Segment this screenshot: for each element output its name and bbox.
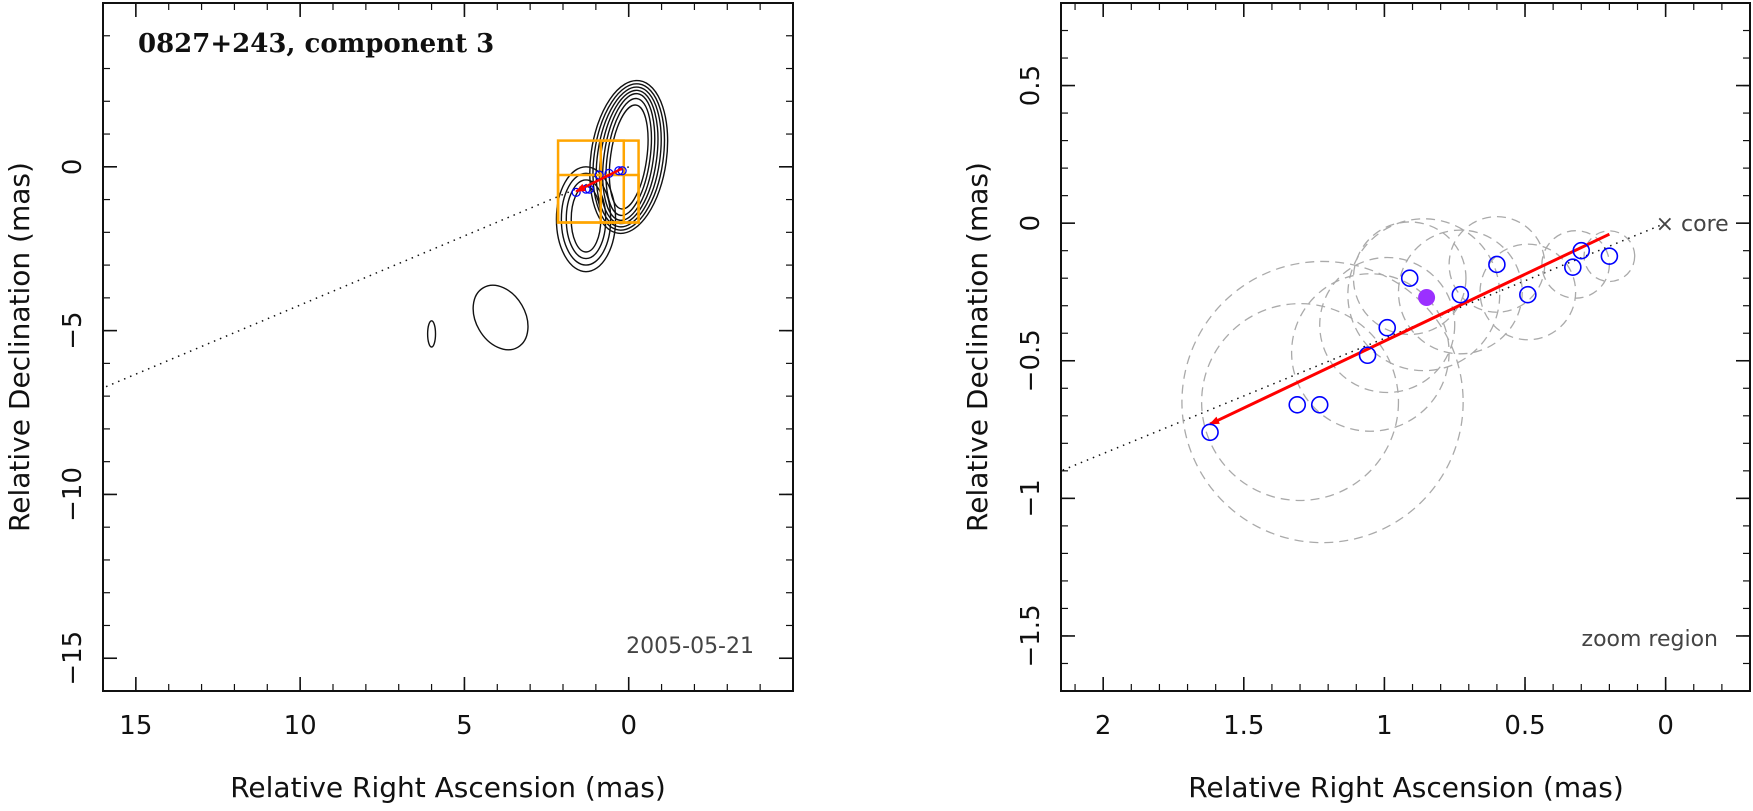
contour-core bbox=[592, 83, 666, 231]
uncertainty-circle bbox=[1347, 218, 1501, 372]
left-y-axis-label: Relative Declination (mas) bbox=[3, 162, 36, 532]
component-point bbox=[1378, 318, 1397, 337]
core-label: × core bbox=[1656, 212, 1729, 237]
component-point bbox=[1400, 269, 1419, 288]
y-tick-label: −0.5 bbox=[1016, 329, 1046, 392]
contour-core bbox=[605, 97, 653, 217]
right-y-ticks: 0.5 0 −0.5 −1 −1.5 bbox=[1016, 2, 1750, 692]
x-tick-label: 5 bbox=[456, 711, 473, 741]
trajectory-line bbox=[103, 166, 630, 389]
y-tick-label: −1.5 bbox=[1016, 604, 1046, 667]
trajectory-dotted-line bbox=[1061, 222, 1666, 472]
component-point bbox=[1572, 241, 1591, 260]
uncertainty-circle bbox=[1319, 256, 1456, 394]
y-tick-label: −5 bbox=[58, 311, 88, 349]
left-y-ticks: 0 −5 −10 −15 bbox=[58, 2, 793, 692]
highlight-point-group bbox=[1418, 288, 1436, 306]
right-plot-content bbox=[1061, 215, 1666, 544]
uncertainty-circle bbox=[1352, 221, 1467, 336]
contour-extension bbox=[555, 166, 617, 273]
uncertainty-circle bbox=[1479, 243, 1577, 341]
component-point bbox=[1600, 247, 1619, 265]
component-point bbox=[1451, 285, 1470, 304]
highlight-point bbox=[1418, 288, 1436, 306]
uncertainty-circle bbox=[1181, 260, 1464, 544]
zoom-box-group bbox=[556, 139, 640, 224]
component-point bbox=[1358, 346, 1377, 365]
x-tick-label: 15 bbox=[119, 711, 152, 741]
contour-extension bbox=[560, 172, 612, 266]
y-tick-label: −10 bbox=[58, 467, 88, 522]
zoom-box bbox=[556, 173, 640, 224]
x-tick-label: 10 bbox=[284, 711, 317, 741]
right-zoom-note: zoom region bbox=[1582, 627, 1718, 652]
x-tick-label: 0 bbox=[1657, 711, 1674, 741]
contour-core bbox=[589, 79, 669, 235]
right-y-axis-label: Relative Declination (mas) bbox=[961, 162, 994, 532]
y-tick-label: −15 bbox=[58, 631, 88, 686]
left-epoch-label: 2005-05-21 bbox=[626, 634, 754, 659]
uncertainty-circle bbox=[1583, 230, 1636, 283]
left-plot-content bbox=[103, 79, 669, 389]
component-point bbox=[1564, 258, 1582, 276]
contour-core bbox=[608, 104, 649, 210]
y-tick-label: −1 bbox=[1016, 479, 1046, 517]
motion-arrow-line bbox=[1209, 232, 1611, 426]
contour-core bbox=[595, 86, 662, 228]
right-panel: 2 1.5 1 0.5 0 0.5 0 −0.5 −1 −1.5 × core zoom reg… bbox=[961, 2, 1751, 804]
motion-arrow bbox=[575, 167, 623, 193]
component-point bbox=[1519, 285, 1537, 304]
component-point bbox=[1288, 395, 1307, 414]
left-title: 0827+243, component 3 bbox=[138, 29, 494, 59]
contour-core bbox=[602, 92, 656, 222]
contour-extension bbox=[565, 179, 607, 260]
motion-arrow-line bbox=[575, 167, 623, 193]
left-x-axis-label: Relative Right Ascension (mas) bbox=[230, 771, 666, 804]
x-tick-label: 0.5 bbox=[1504, 711, 1545, 741]
x-tick-label: 1.5 bbox=[1223, 711, 1264, 741]
left-panel: 15 10 5 0 0 −5 −10 −15 0827+243, component 3 2… bbox=[3, 2, 794, 804]
component-point bbox=[1488, 255, 1506, 274]
right-plot-frame bbox=[1060, 2, 1751, 692]
y-tick-label: 0.5 bbox=[1016, 65, 1046, 106]
x-tick-label: 1 bbox=[1376, 711, 1393, 741]
component-point bbox=[1310, 395, 1329, 414]
contour-blob-outer bbox=[472, 284, 529, 351]
right-x-ticks: 2 1.5 1 0.5 0 bbox=[1074, 3, 1723, 741]
y-tick-label: 0 bbox=[58, 159, 88, 176]
uncertainty-circles bbox=[1181, 215, 1636, 544]
x-tick-label: 2 bbox=[1095, 711, 1112, 741]
trajectory-line bbox=[1061, 222, 1666, 472]
x-tick-label: 0 bbox=[620, 711, 637, 741]
motion-arrow bbox=[1209, 232, 1611, 426]
contour-blob-small bbox=[426, 320, 437, 348]
uncertainty-circle bbox=[1397, 229, 1523, 355]
left-x-ticks: 15 10 5 0 bbox=[102, 3, 794, 741]
component-point bbox=[1201, 423, 1219, 442]
uncertainty-circle bbox=[1448, 215, 1546, 313]
uncertainty-circle bbox=[1200, 302, 1400, 502]
uncertainty-circle bbox=[1541, 230, 1611, 299]
y-tick-label: 0 bbox=[1016, 215, 1046, 232]
right-x-axis-label: Relative Right Ascension (mas) bbox=[1188, 771, 1624, 804]
component-points bbox=[1201, 241, 1619, 442]
left-plot-frame bbox=[102, 2, 794, 692]
trajectory-dotted-line bbox=[103, 166, 630, 389]
